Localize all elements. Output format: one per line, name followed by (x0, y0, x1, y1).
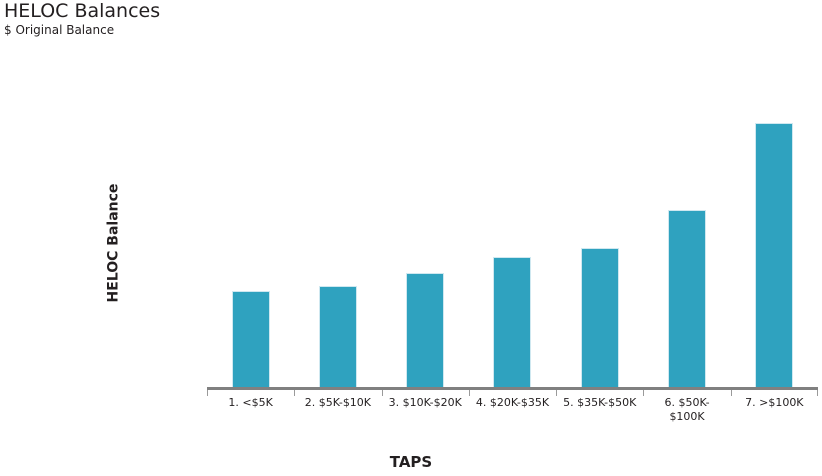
bar-slot (643, 110, 730, 388)
chart-title: HELOC Balances (4, 0, 161, 22)
category-label: 7. >$100K (731, 396, 818, 430)
x-axis-line (207, 387, 818, 390)
axis-tick (817, 390, 818, 396)
y-axis-title: HELOC Balance (101, 163, 125, 323)
x-axis-category-labels: 1. <$5K 2. $5K-$10K 3. $10K-$20K 4. $20K-$3… (207, 396, 818, 430)
category-label-line1: 2. $5K-$10K (304, 396, 372, 409)
category-label: 6. $50K- $100K (643, 396, 730, 430)
bar[interactable] (580, 247, 619, 388)
category-label-line1: 3. $10K-$20K (388, 396, 462, 409)
axis-tick (468, 390, 470, 396)
bar-slot (207, 110, 294, 388)
y-axis-title-label: HELOC Balance (105, 183, 122, 303)
bar[interactable] (406, 272, 445, 388)
x-axis-ticks (207, 390, 818, 396)
chart-header: HELOC Balances $ Original Balance (4, 0, 160, 38)
axis-tick (207, 390, 208, 396)
axis-tick (730, 390, 732, 396)
category-label-line1: 1. <$5K (228, 396, 273, 409)
category-label: 2. $5K-$10K (294, 396, 381, 430)
bar-slot (382, 110, 469, 388)
x-axis-title: TAPS (389, 453, 433, 471)
bar-series (207, 110, 818, 388)
bar[interactable] (668, 209, 707, 388)
bar[interactable] (755, 123, 794, 388)
category-label: 1. <$5K (207, 396, 294, 430)
category-label: 4. $20K-$35K (469, 396, 556, 430)
axis-tick (294, 390, 296, 396)
category-label-line2: $100K (669, 410, 705, 423)
bar[interactable] (493, 256, 532, 388)
category-label-line1: 7. >$100K (745, 396, 804, 409)
bar[interactable] (231, 290, 270, 388)
bar[interactable] (318, 285, 357, 388)
category-label-line1: 6. $50K- (664, 396, 710, 409)
bar-slot (294, 110, 381, 388)
category-label-line1: 5. $35K-$50K (563, 396, 637, 409)
category-label: 3. $10K-$20K (382, 396, 469, 430)
category-label: 5. $35K-$50K (556, 396, 643, 430)
axis-tick (643, 390, 645, 396)
axis-tick (381, 390, 383, 396)
bar-slot (556, 110, 643, 388)
chart-subtitle: $ Original Balance (4, 23, 115, 37)
plot-area (207, 110, 818, 389)
bar-slot (469, 110, 556, 388)
bar-slot (731, 110, 818, 388)
category-label-line1: 4. $20K-$35K (475, 396, 550, 409)
axis-tick (556, 390, 558, 396)
